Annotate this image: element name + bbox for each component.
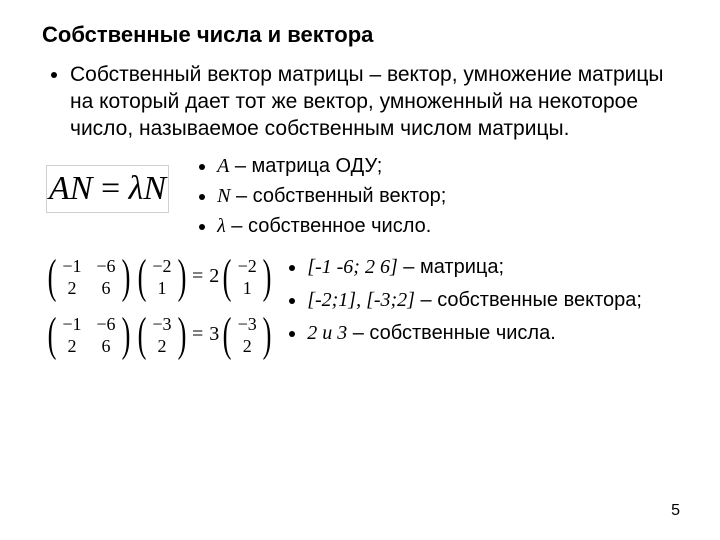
example-eq-1: ( −1−6 26 ) ( −21 ) = 2 ( −21 ) [44, 253, 275, 301]
eq2-result: ( −32 ) [219, 311, 275, 359]
eq2-r1: 2 [237, 335, 257, 357]
legend1-l-txt: – собственное число. [226, 215, 432, 237]
eq1-v0: −2 [152, 255, 172, 277]
legend1-l-sym: λ [217, 215, 226, 237]
formula-A: A [49, 170, 70, 207]
eq1-matrix: ( −1−6 26 ) [44, 253, 134, 301]
eq1-equals: = [190, 265, 209, 288]
legend2-v-sym: [-2;1], [-3;2] [307, 289, 415, 311]
eq2-scalar: 3 [209, 323, 219, 346]
eq1-v1: 1 [152, 277, 172, 299]
legend2-s-txt: – собственные числа. [347, 322, 556, 344]
formula-eq: = [92, 170, 128, 207]
formula-lambda: λ [129, 170, 144, 207]
example-eq-2: ( −1−6 26 ) ( −32 ) = 3 ( −32 ) [44, 311, 275, 359]
legend1-a-txt: – матрица ОДУ; [229, 155, 382, 177]
legend1-a: A – матрица ОДУ; [217, 151, 446, 181]
eq1-m10: 2 [62, 277, 82, 299]
main-formula: AN = λN [46, 165, 169, 213]
eq1-result: ( −21 ) [219, 253, 275, 301]
legend1-a-sym: A [217, 155, 229, 177]
eq2-m01: −6 [96, 313, 116, 335]
legend2-s-sym: 2 и 3 [307, 322, 347, 344]
eq2-m10: 2 [62, 335, 82, 357]
legend2-m-sym: [-1 -6; 2 6] [307, 256, 398, 278]
example-equations: ( −1−6 26 ) ( −21 ) = 2 ( −21 ) [44, 253, 275, 359]
legend2-m-txt: – матрица; [398, 256, 504, 278]
eq2-equals: = [190, 323, 209, 346]
legend-list-2: [-1 -6; 2 6] – матрица; [-2;1], [-3;2] –… [287, 253, 642, 352]
legend2-m: [-1 -6; 2 6] – матрица; [307, 253, 642, 282]
eq2-matrix: ( −1−6 26 ) [44, 311, 134, 359]
legend1-n-txt: – собственный вектор; [230, 185, 446, 207]
slide-title: Собственные числа и вектора [42, 22, 684, 48]
page-number: 5 [671, 502, 680, 520]
eq2-m00: −1 [62, 313, 82, 335]
eq1-m01: −6 [96, 255, 116, 277]
eq1-vector: ( −21 ) [134, 253, 190, 301]
examples-row: ( −1−6 26 ) ( −21 ) = 2 ( −21 ) [50, 253, 684, 359]
legend1-n-sym: N [217, 185, 230, 207]
slide: Собственные числа и вектора Собственный … [0, 0, 720, 540]
eq2-v0: −3 [152, 313, 172, 335]
formula-and-legend-row: AN = λN A – матрица ОДУ; N – собственный… [50, 151, 684, 241]
eq2-m11: 6 [96, 335, 116, 357]
legend2-v-txt: – собственные вектора; [415, 289, 642, 311]
eq2-v1: 2 [152, 335, 172, 357]
eq1-m00: −1 [62, 255, 82, 277]
eq1-m11: 6 [96, 277, 116, 299]
eq1-r1: 1 [237, 277, 257, 299]
eq2-r0: −3 [237, 313, 257, 335]
legend1-n: N – собственный вектор; [217, 181, 446, 211]
definition-text: Собственный вектор матрицы – вектор, умн… [70, 62, 684, 143]
eq1-r0: −2 [237, 255, 257, 277]
eq2-vector: ( −32 ) [134, 311, 190, 359]
eq1-scalar: 2 [209, 265, 219, 288]
formula-N2: N [143, 170, 166, 207]
formula-N1: N [70, 170, 93, 207]
legend-list-1: A – матрица ОДУ; N – собственный вектор;… [197, 151, 446, 241]
legend1-l: λ – собственное число. [217, 211, 446, 241]
definition-list: Собственный вектор матрицы – вектор, умн… [50, 62, 684, 143]
legend2-s: 2 и 3 – собственные числа. [307, 319, 642, 348]
legend2-v: [-2;1], [-3;2] – собственные вектора; [307, 286, 642, 315]
